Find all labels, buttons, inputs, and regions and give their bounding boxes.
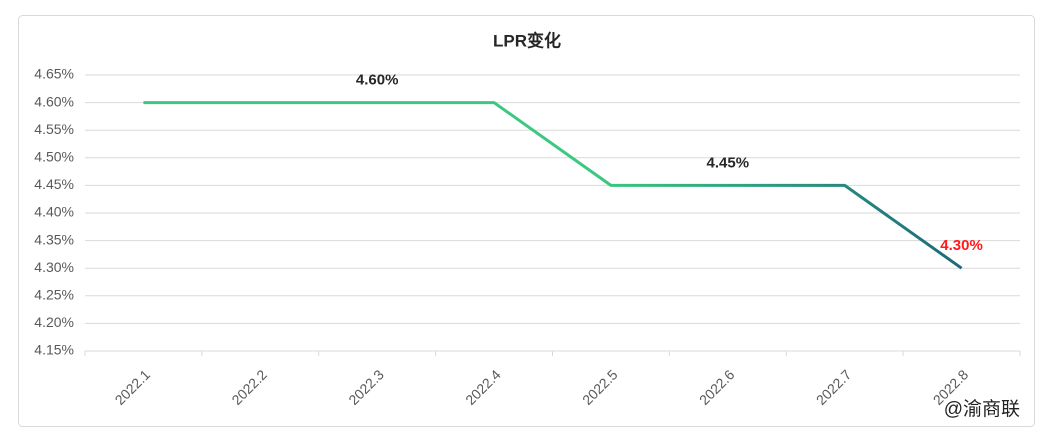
y-tick-label: 4.20% bbox=[34, 314, 74, 330]
chart-title: LPR变化 bbox=[493, 30, 561, 50]
y-tick-label: 4.50% bbox=[34, 149, 74, 165]
y-tick-label: 4.45% bbox=[34, 176, 74, 192]
y-tick-label: 4.35% bbox=[34, 231, 74, 247]
y-tick-label: 4.15% bbox=[34, 342, 74, 358]
y-tick-label: 4.25% bbox=[34, 287, 74, 303]
y-tick-label: 4.60% bbox=[34, 93, 74, 109]
data-label: 4.30% bbox=[940, 237, 983, 254]
watermark: @渝商联 bbox=[944, 398, 1020, 420]
data-line bbox=[143, 101, 963, 270]
y-tick-label: 4.55% bbox=[34, 121, 74, 137]
data-label: 4.60% bbox=[356, 72, 399, 89]
chart-frame bbox=[18, 15, 1035, 427]
y-tick-label: 4.40% bbox=[34, 204, 74, 220]
y-tick-label: 4.30% bbox=[34, 259, 74, 275]
y-tick-label: 4.65% bbox=[34, 66, 74, 82]
data-label: 4.45% bbox=[707, 154, 750, 171]
